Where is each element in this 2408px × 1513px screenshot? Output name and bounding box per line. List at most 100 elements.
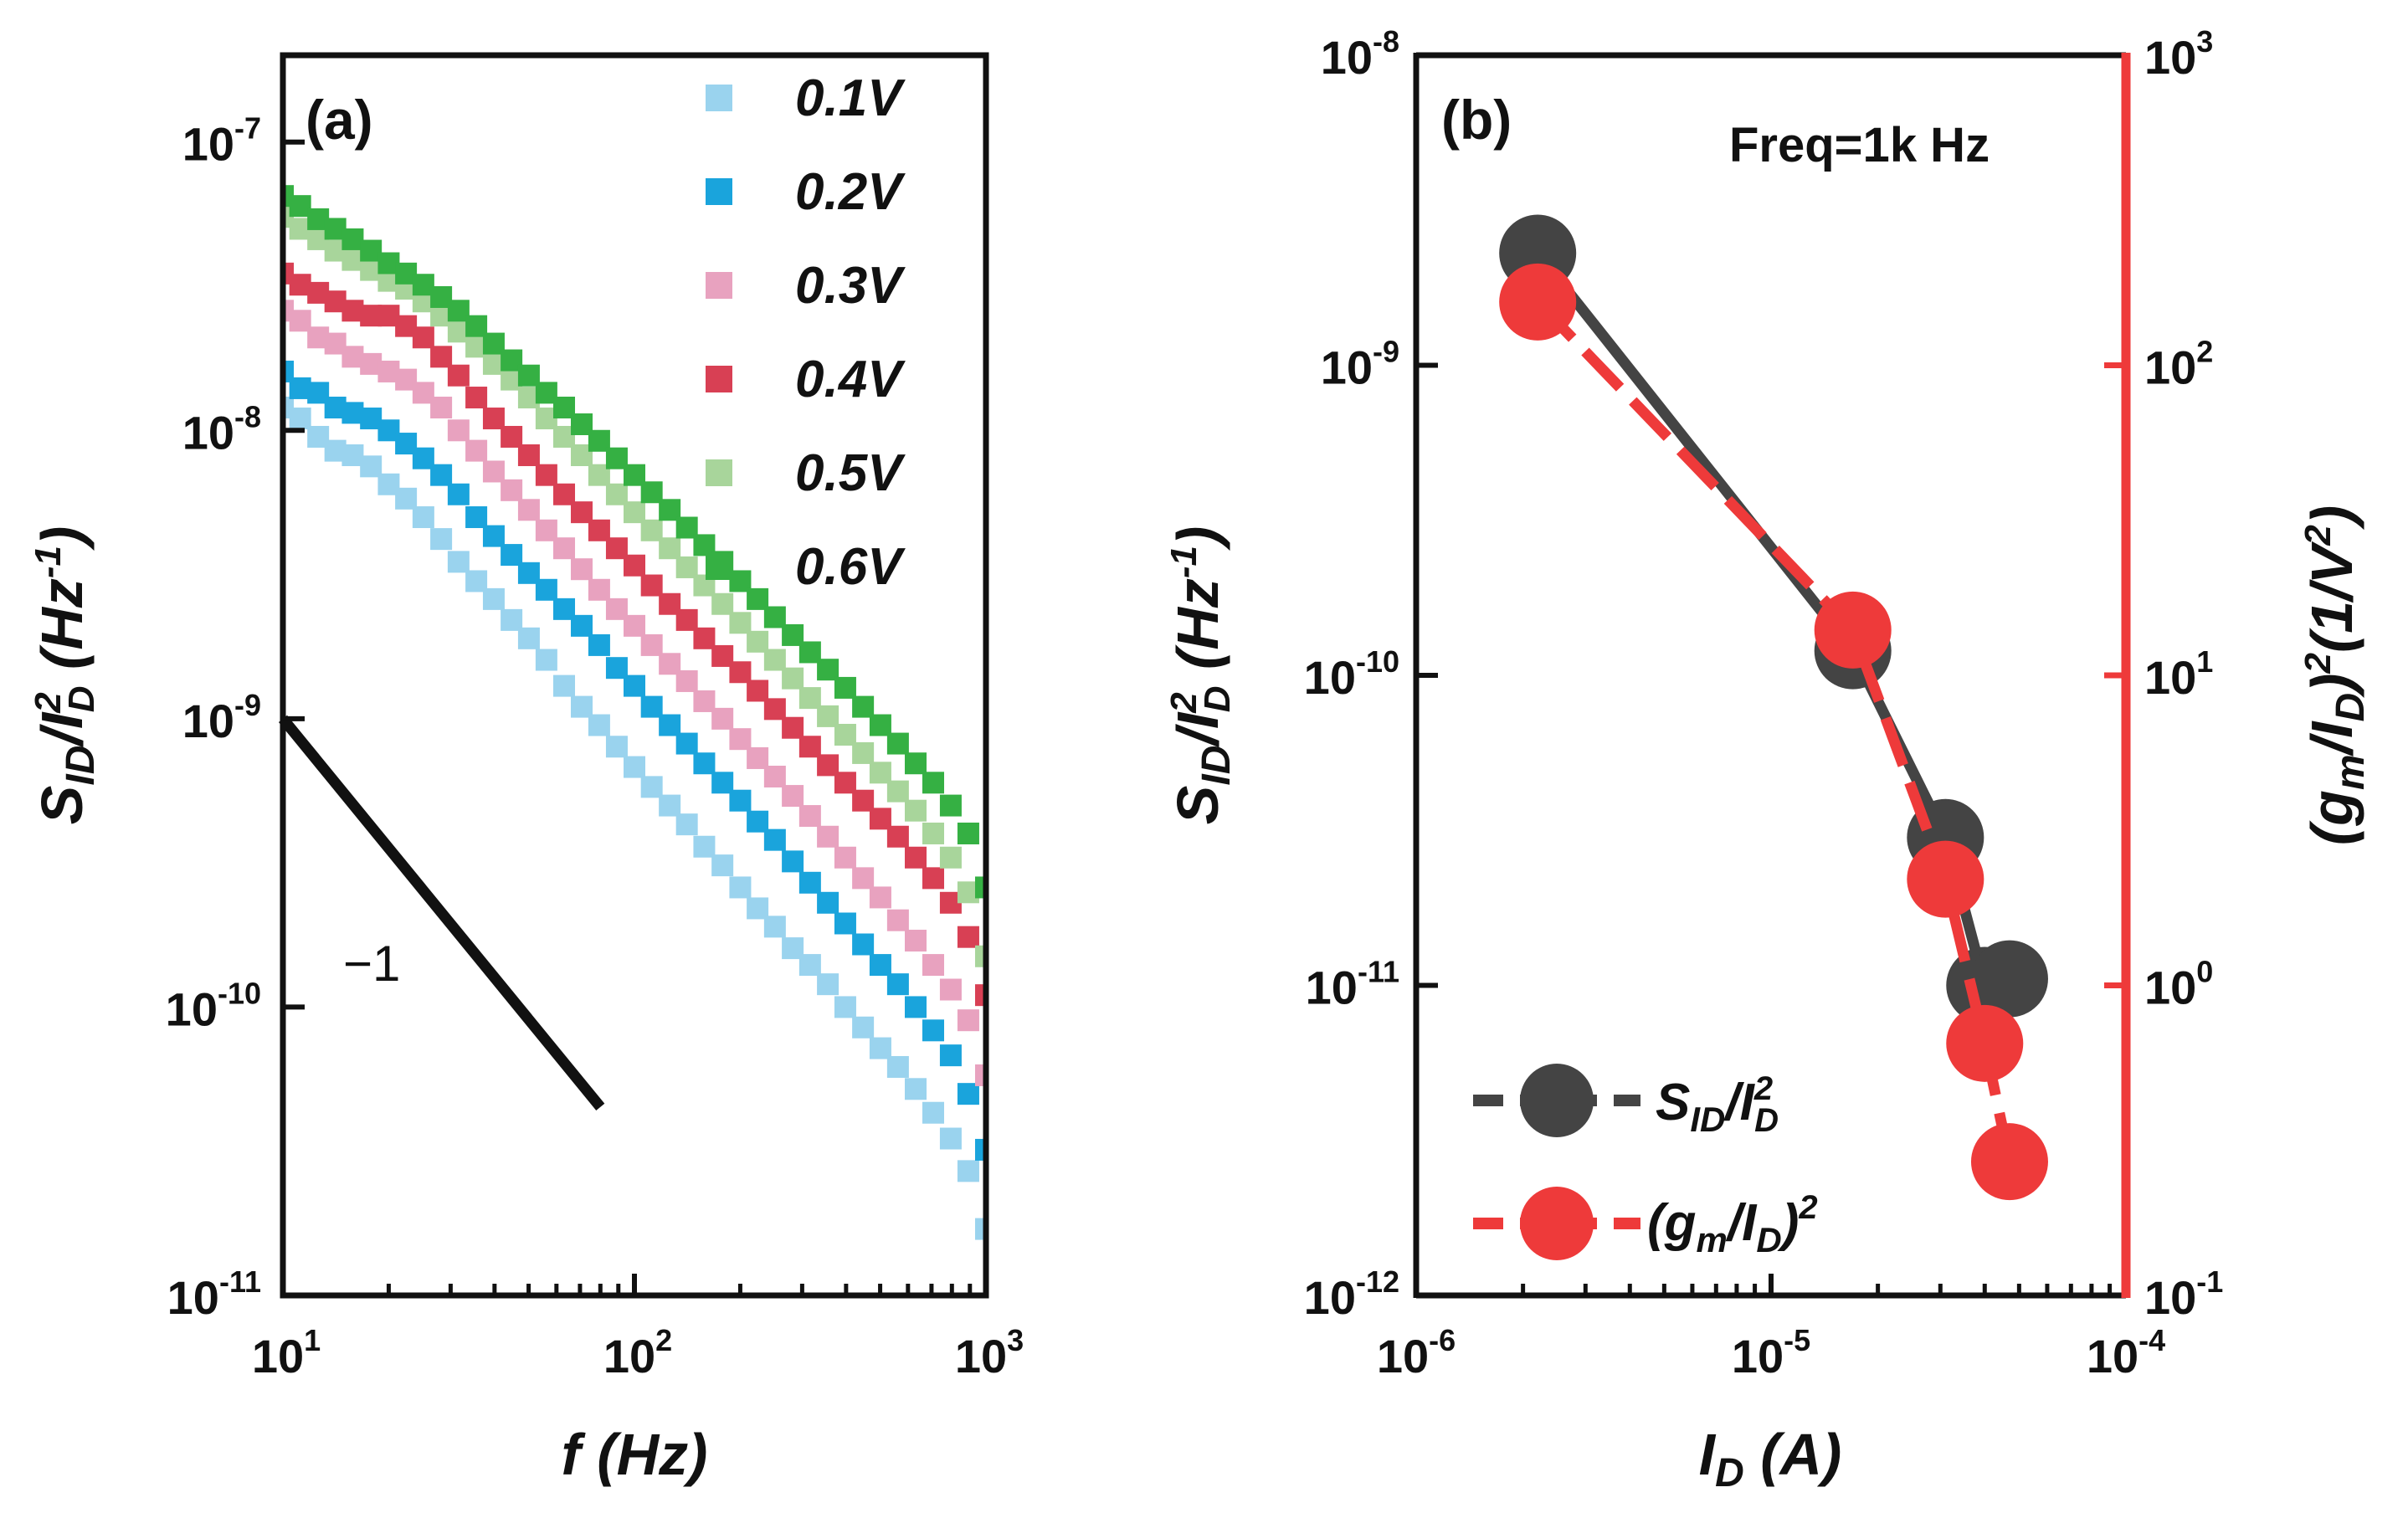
- point-02V-34: [869, 954, 891, 977]
- point-05V-31: [817, 705, 839, 727]
- point-04V-28: [763, 698, 786, 721]
- point-05V-26: [729, 612, 752, 634]
- point-04V-9: [430, 346, 453, 368]
- point-03V-18: [588, 578, 610, 601]
- b-ytick-right-label-4: 103: [2144, 24, 2213, 84]
- point-01V-17: [571, 695, 593, 718]
- point-01V-35: [886, 1055, 909, 1078]
- panel-a-label: (a): [305, 89, 373, 151]
- point-01V-16: [553, 674, 576, 697]
- panel-b-marks: [1499, 214, 2048, 1201]
- point-04V-35: [886, 825, 909, 848]
- b-ytick-left-label-3: 10-9: [1321, 335, 1399, 394]
- legend-marker-04v: [706, 366, 732, 392]
- legend-label-04v: 0.4V: [795, 351, 906, 408]
- point-03V-4: [341, 346, 364, 368]
- point-01V-19: [605, 736, 628, 758]
- point-03V-10: [447, 419, 470, 442]
- point-04V-30: [798, 736, 821, 758]
- point-01V-32: [834, 996, 856, 1018]
- legend-marker-06v: [706, 553, 732, 580]
- point-04V-36: [905, 846, 927, 869]
- point-03V-20: [624, 614, 645, 637]
- point-05V-36: [905, 799, 927, 822]
- point-04V-29: [782, 716, 804, 739]
- b-ytick-left-label-1: 10-11: [1306, 955, 1399, 1014]
- point-02V-18: [588, 633, 610, 656]
- point-02V-35: [886, 973, 909, 996]
- svg-text:SID/I2D (Hz-1): SID/I2D (Hz-1): [1163, 526, 1239, 825]
- slope-reference-line: [278, 715, 605, 1111]
- a-ytick-label-2: 10-9: [182, 688, 261, 747]
- point-03V-30: [798, 805, 821, 828]
- point-03V-17: [571, 558, 593, 581]
- point-03V-32: [834, 846, 856, 869]
- b-ytick-left-label-4: 10-8: [1321, 24, 1399, 84]
- point-03V-27: [747, 746, 769, 769]
- point-04V-15: [535, 464, 557, 486]
- legend-marker-05v: [706, 459, 732, 486]
- point-06V-39: [957, 822, 979, 844]
- point-03V-36: [905, 930, 927, 952]
- panel-a-x-axis-title: f (Hz): [562, 1422, 708, 1487]
- point-03V-34: [869, 886, 891, 909]
- b-xtick-label-2: 10-4: [2087, 1323, 2165, 1382]
- point-gm-3: [1946, 1004, 2024, 1082]
- point-04V-4: [341, 300, 364, 322]
- point-05V-30: [798, 687, 821, 710]
- point-gm-2: [1907, 840, 1984, 918]
- legend-label-sid: SID/I2 D: [1656, 1070, 1779, 1139]
- a-ytick-label-0: 10-11: [167, 1264, 261, 1324]
- a-xtick-label-2: 103: [955, 1323, 1024, 1382]
- point-05V-32: [834, 723, 856, 746]
- series-06V-points: [283, 185, 986, 899]
- point-01V-24: [693, 835, 716, 858]
- series-03V-points: [283, 300, 986, 1086]
- legend-label-03v: 0.3V: [795, 257, 906, 315]
- series-02V-points: [283, 360, 986, 1161]
- b-xtick-label-1: 10-5: [1732, 1323, 1810, 1382]
- svg-text:(gm/ID)2(1/V2): (gm/ID)2(1/V2): [2298, 505, 2373, 845]
- point-02V-36: [905, 996, 927, 1018]
- point-03V-16: [553, 537, 576, 560]
- point-02V-38: [939, 1044, 962, 1067]
- point-03V-28: [763, 766, 786, 788]
- point-06V-38: [939, 794, 962, 817]
- point-02V-4: [341, 402, 364, 424]
- point-06V-37: [922, 772, 945, 794]
- point-05V-34: [869, 762, 891, 784]
- b-ytick-right-label-0: 10-1: [2144, 1264, 2223, 1324]
- point-02V-37: [922, 1019, 945, 1042]
- point-01V-33: [852, 1016, 875, 1039]
- legend-marker-03v: [706, 272, 732, 299]
- point-02V-29: [782, 850, 804, 873]
- panel-b-x-axis-title: ID (A): [1699, 1422, 1842, 1495]
- slope-label: −1: [343, 936, 400, 992]
- freq-annotation: Freq=1k Hz: [1729, 118, 1990, 172]
- point-05V-29: [782, 667, 804, 690]
- point-02V-10: [447, 483, 470, 505]
- point-05V-25: [711, 592, 734, 615]
- point-04V-11: [465, 387, 488, 409]
- point-01V-34: [869, 1037, 891, 1059]
- point-04V-39: [957, 926, 979, 948]
- point-04V-21: [640, 574, 663, 597]
- point-04V-14: [517, 444, 540, 466]
- point-02V-17: [571, 614, 593, 637]
- point-02V-21: [640, 695, 663, 718]
- point-01V-15: [535, 649, 557, 671]
- point-05V-35: [886, 780, 909, 803]
- legend-label-06v: 0.6V: [795, 538, 906, 596]
- point-03V-35: [886, 909, 909, 931]
- point-01V-31: [817, 973, 839, 996]
- panel-a-ticks: 101 102 103 10-11 10-10 10-9 10-8 10-7: [166, 111, 1024, 1382]
- point-03V-12: [482, 460, 505, 483]
- legend-label-gm: (gm/ID)2: [1647, 1189, 1818, 1259]
- legend-marker-black: [1520, 1064, 1594, 1137]
- point-01V-14: [517, 627, 540, 649]
- point-03V-26: [729, 728, 752, 751]
- point-03V-25: [711, 707, 734, 730]
- panel-b: 10-6 10-5 10-4 10-12 10-11 10-10 10-9 10-8 10-1 1…: [1163, 24, 2373, 1495]
- point-02V-13: [501, 544, 523, 567]
